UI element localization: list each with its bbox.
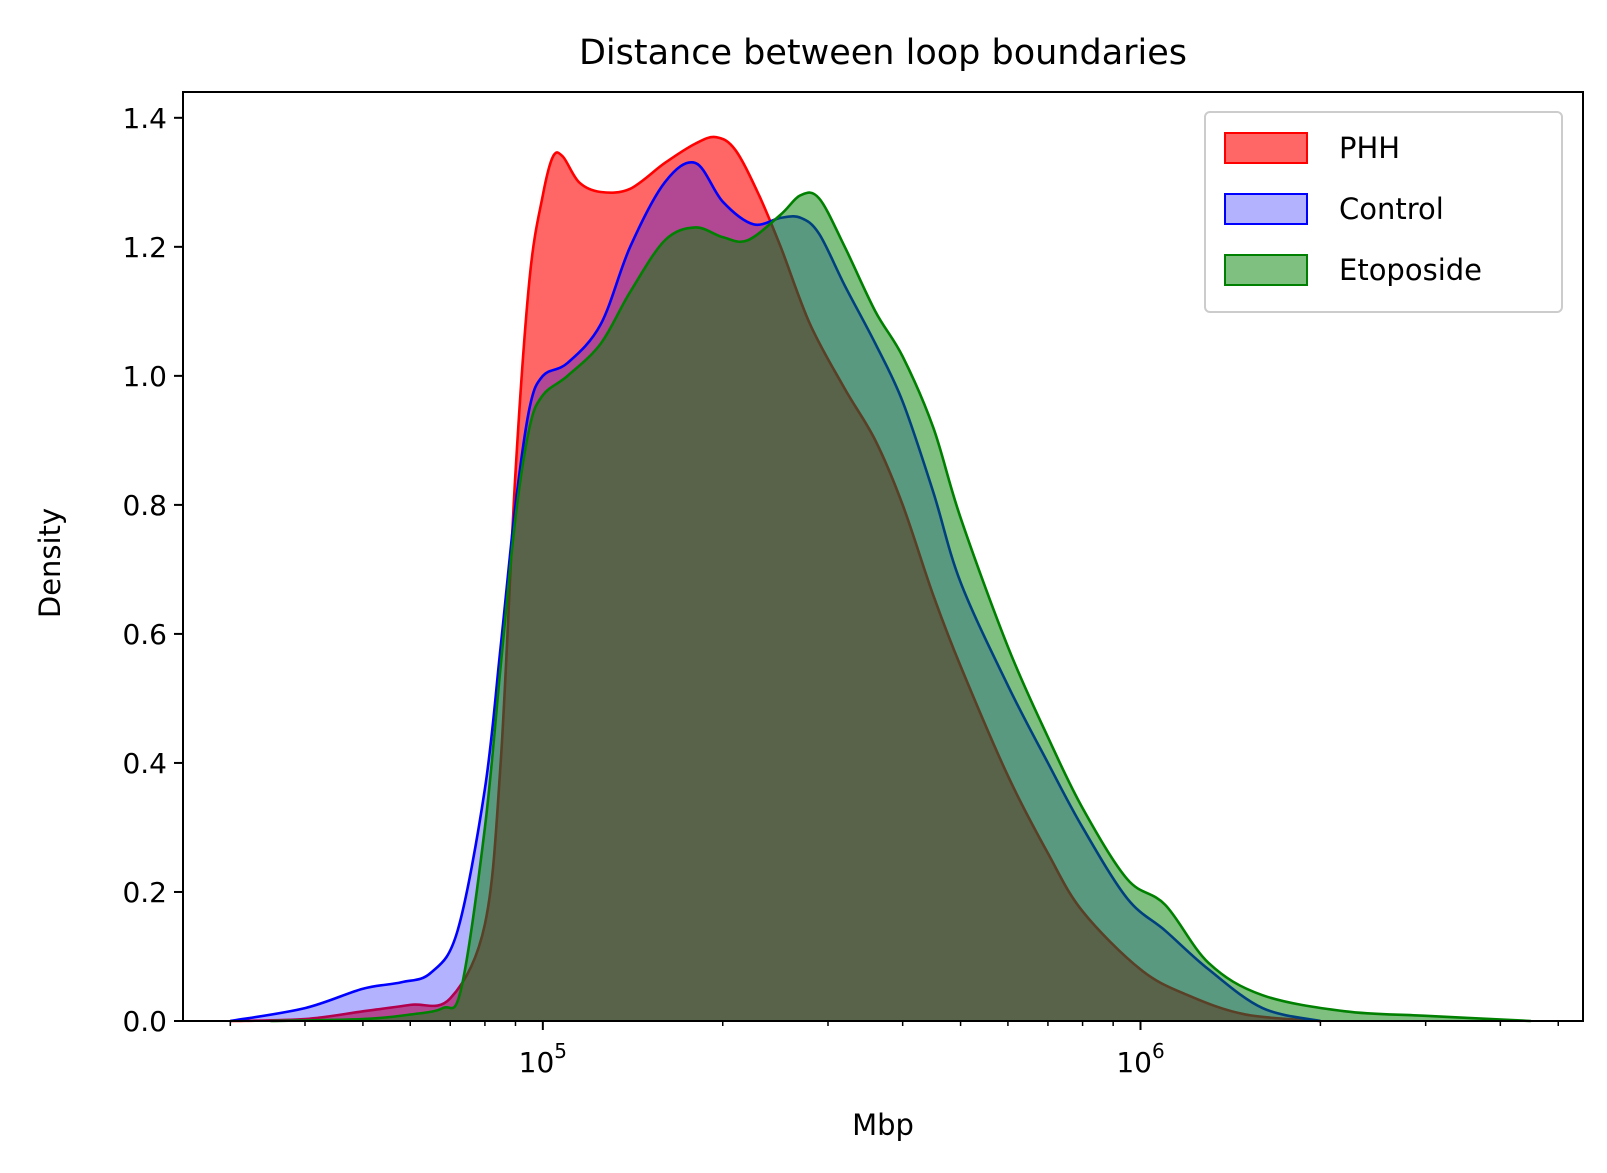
legend-item-control: Control	[1224, 192, 1444, 226]
x-axis-label: Mbp	[852, 1108, 914, 1142]
y-axis-ticks: 0.0 0.2 0.4 0.6 0.8 1.0 1.2 1.4	[122, 102, 183, 1038]
legend-label: Etoposide	[1339, 253, 1482, 287]
legend-item-etoposide: Etoposide	[1224, 253, 1482, 287]
y-tick-label: 1.4	[122, 102, 167, 135]
y-tick-label: 0.8	[122, 489, 167, 522]
legend-item-phh: PHH	[1224, 131, 1400, 165]
density-line-etoposide	[270, 191, 1531, 1023]
y-tick-label: 1.0	[122, 360, 167, 393]
legend: PHH Control Etoposide	[1204, 111, 1563, 313]
series-layer	[230, 135, 1531, 1023]
legend-label: PHH	[1339, 131, 1400, 165]
series-etoposide	[270, 191, 1531, 1023]
legend-swatch	[1224, 254, 1308, 286]
y-tick-label: 0.6	[122, 618, 167, 651]
y-tick-label: 0.0	[122, 1005, 167, 1038]
y-tick-label: 0.2	[122, 876, 167, 909]
y-axis-label: Density	[33, 508, 67, 618]
y-tick-label: 0.4	[122, 747, 167, 780]
legend-swatch	[1224, 132, 1308, 164]
density-area-etoposide	[270, 192, 1531, 1021]
y-tick-label: 1.2	[122, 231, 167, 264]
legend-label: Control	[1339, 192, 1444, 226]
legend-swatch	[1224, 193, 1308, 225]
chart-title: Distance between loop boundaries	[579, 33, 1187, 73]
plot-area-frame	[182, 91, 1584, 1022]
